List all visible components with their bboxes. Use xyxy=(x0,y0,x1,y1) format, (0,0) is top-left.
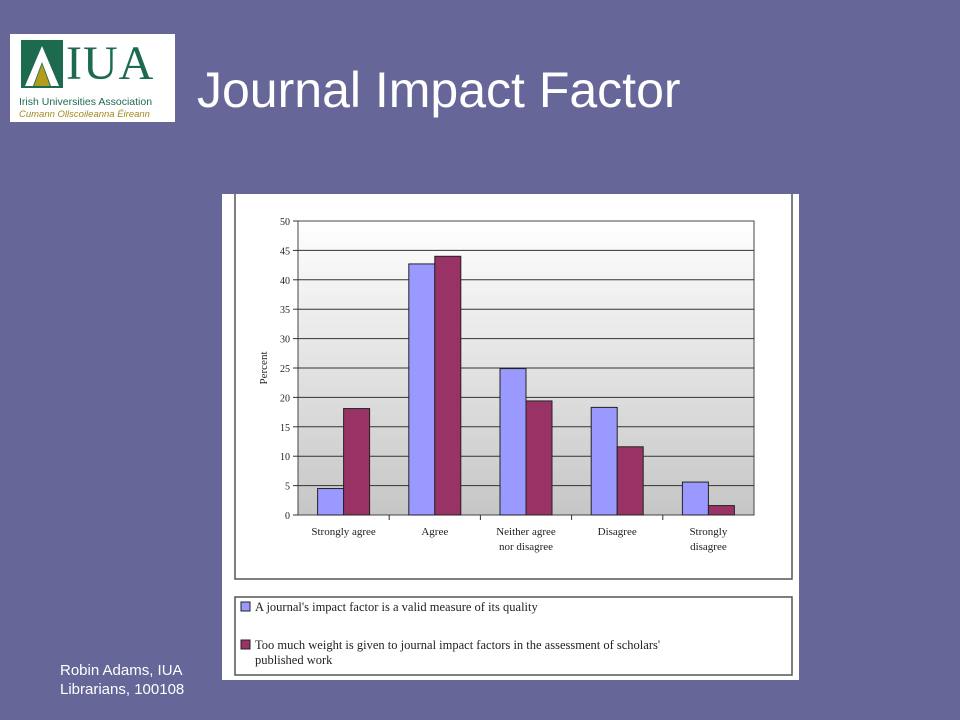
y-axis-label: Percent xyxy=(258,352,270,385)
legend-label-series-1: A journal's impact factor is a valid mea… xyxy=(255,600,538,614)
x-tick-label: Agree xyxy=(421,526,448,538)
iua-logo-mark-icon xyxy=(21,40,63,88)
y-tick-label: 10 xyxy=(280,452,290,463)
x-tick-label: nor disagree xyxy=(499,541,553,553)
legend-swatch-series-2 xyxy=(240,639,251,650)
x-tick-label: disagree xyxy=(690,541,727,553)
bar-series-2 xyxy=(707,505,735,516)
x-tick-label: Strongly xyxy=(689,526,727,538)
y-tick-label: 50 xyxy=(280,217,290,228)
bar-series-1 xyxy=(681,481,709,516)
y-tick-label: 5 xyxy=(285,482,290,493)
iua-logo-letters: IUA xyxy=(66,37,155,90)
slide-title: Journal Impact Factor xyxy=(197,62,681,118)
y-tick-label: 45 xyxy=(280,246,290,257)
legend-box xyxy=(234,596,793,676)
legend-label-series-2: published work xyxy=(255,653,333,667)
x-tick-label: Disagree xyxy=(598,526,637,538)
bar-series-2 xyxy=(434,255,462,516)
bar-series-1 xyxy=(590,406,618,516)
iua-logo: IUA Irish Universities Association Cuman… xyxy=(10,34,175,122)
footer-event: Librarians, 100108 xyxy=(60,681,185,698)
bar-chart: 0 5 10 15 20 25 30 35 40 45 50 Strongly agree Agree… xyxy=(234,194,793,676)
y-tick-label: 0 xyxy=(285,511,290,522)
y-tick-label: 20 xyxy=(280,393,290,404)
iua-logo-irish-name: Cumann Ollscoileanna Éireann xyxy=(19,109,150,120)
bar-series-1 xyxy=(408,263,436,516)
x-tick-label: Strongly agree xyxy=(311,526,376,538)
bar-series-2 xyxy=(343,408,371,516)
footer-author: Robin Adams, IUA xyxy=(60,662,183,679)
bar-series-2 xyxy=(616,446,644,516)
y-tick-label: 35 xyxy=(280,305,290,316)
x-tick-label: Neither agree xyxy=(496,526,556,538)
y-tick-label: 40 xyxy=(280,276,290,287)
y-tick-label: 15 xyxy=(280,423,290,434)
bar-series-1 xyxy=(499,368,527,516)
slide-footer: Robin Adams, IUA Librarians, 100108 xyxy=(60,661,184,699)
legend-swatch-series-1 xyxy=(240,601,251,612)
legend-label-series-2: Too much weight is given to journal impa… xyxy=(255,638,660,652)
y-tick-label: 25 xyxy=(280,364,290,375)
bar-series-1 xyxy=(317,488,345,516)
y-tick-label: 30 xyxy=(280,335,290,346)
iua-logo-association-name: Irish Universities Association xyxy=(19,96,153,108)
bar-series-2 xyxy=(525,400,553,516)
chart-panel: 0 5 10 15 20 25 30 35 40 45 50 Strongly agree Agree… xyxy=(222,194,799,680)
